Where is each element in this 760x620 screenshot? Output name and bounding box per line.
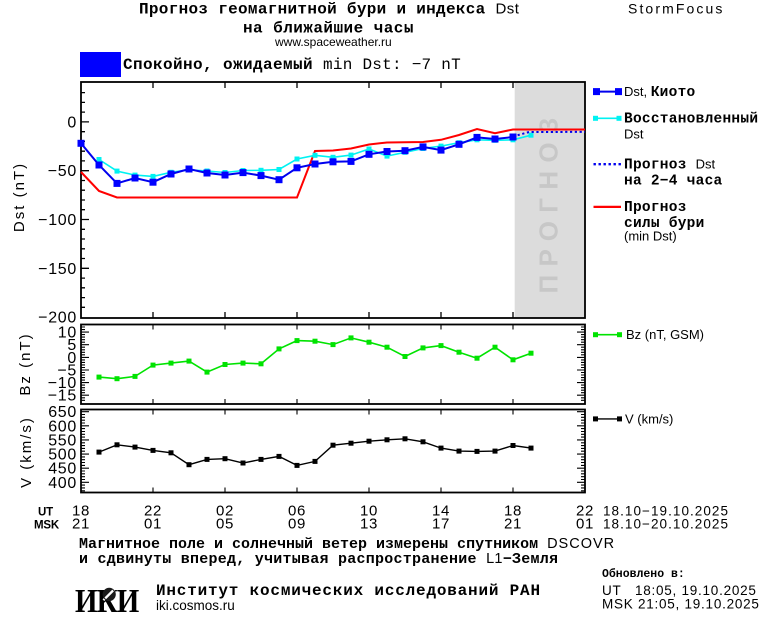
- svg-text:MSK: MSK: [34, 520, 60, 532]
- svg-text:Bz (nT, GSM): Bz (nT, GSM): [626, 327, 704, 342]
- svg-text:и сдвинуты вперед, учитывая ра: и сдвинуты вперед, учитывая распростране…: [79, 551, 558, 568]
- svg-text:14: 14: [432, 503, 450, 520]
- svg-text:ПРОГНОЗ: ПРОГНОЗ: [534, 109, 564, 293]
- svg-text:на 2−4 часа: на 2−4 часа: [624, 174, 723, 190]
- svg-text:−150: −150: [38, 261, 77, 278]
- svg-text:13: 13: [360, 516, 378, 533]
- svg-text:500: 500: [48, 447, 77, 464]
- svg-text:01: 01: [576, 516, 594, 533]
- svg-text:5: 5: [67, 337, 77, 354]
- svg-text:Обновлено в:: Обновлено в:: [602, 568, 685, 581]
- svg-text:Магнитное поле и солнечный вет: Магнитное поле и солнечный ветер измерен…: [79, 536, 615, 553]
- svg-text:18: 18: [504, 503, 522, 520]
- svg-text:02: 02: [216, 503, 234, 520]
- svg-text:V (km/s): V (km/s): [625, 411, 673, 426]
- svg-text:17: 17: [432, 516, 450, 533]
- svg-text:Dst: Dst: [624, 127, 644, 142]
- svg-text:10: 10: [360, 503, 378, 520]
- svg-text:−10: −10: [48, 375, 77, 392]
- svg-text:Прогноз: Прогноз: [624, 200, 687, 216]
- svg-text:Спокойно, ожидаемый min Dst: −: Спокойно, ожидаемый min Dst: −7 nT: [123, 56, 461, 74]
- svg-text:iki.cosmos.ru: iki.cosmos.ru: [156, 598, 235, 613]
- svg-text:силы бури: силы бури: [624, 216, 705, 232]
- svg-text:06: 06: [288, 503, 306, 520]
- svg-text:StormFocus: StormFocus: [628, 1, 724, 17]
- svg-text:550: 550: [48, 432, 77, 449]
- svg-text:01: 01: [144, 516, 162, 533]
- svg-text:450: 450: [48, 461, 77, 478]
- svg-text:UT: UT: [38, 507, 53, 519]
- svg-text:(min Dst): (min Dst): [624, 229, 677, 244]
- svg-text:−50: −50: [48, 163, 77, 180]
- svg-text:Восстановленный: Восстановленный: [624, 112, 758, 128]
- svg-text:21: 21: [72, 516, 90, 533]
- svg-text:22: 22: [144, 503, 162, 520]
- svg-text:21: 21: [504, 516, 522, 533]
- svg-text:на ближайшие часы: на ближайшие часы: [243, 20, 414, 38]
- svg-text:0: 0: [67, 350, 77, 367]
- svg-text:−100: −100: [38, 212, 77, 229]
- svg-text:09: 09: [288, 516, 306, 533]
- svg-text:05: 05: [216, 516, 234, 533]
- svg-text:Институт космических исследова: Институт космических исследований РАН: [156, 582, 541, 600]
- svg-text:www.spaceweather.ru: www.spaceweather.ru: [274, 35, 392, 49]
- svg-text:10: 10: [58, 325, 77, 342]
- svg-text:Dst, Киото: Dst, Киото: [624, 84, 696, 101]
- svg-text:18.10−19.10.2025: 18.10−19.10.2025: [603, 504, 729, 519]
- svg-text:600: 600: [48, 418, 77, 435]
- svg-text:MSK 21:05, 19.10.2025: MSK 21:05, 19.10.2025: [602, 597, 760, 612]
- svg-text:−15: −15: [48, 388, 77, 405]
- svg-text:Прогноз геомагнитной бури и ин: Прогноз геомагнитной бури и индекса Dst: [139, 1, 520, 19]
- svg-text:400: 400: [48, 475, 77, 492]
- svg-text:Прогноз Dst: Прогноз Dst: [624, 157, 716, 174]
- svg-text:18: 18: [72, 503, 90, 520]
- svg-text:UT 18:05, 19.10.2025: UT 18:05, 19.10.2025: [602, 583, 757, 598]
- svg-text:Bz (nT): Bz (nT): [17, 332, 34, 395]
- svg-text:22: 22: [576, 503, 594, 520]
- svg-text:−5: −5: [57, 362, 77, 379]
- svg-text:−200: −200: [38, 310, 77, 327]
- svg-text:650: 650: [48, 404, 77, 421]
- svg-text:Dst (nT): Dst (nT): [11, 162, 28, 232]
- svg-text:0: 0: [67, 114, 77, 131]
- svg-text:18.10−20.10.2025: 18.10−20.10.2025: [603, 517, 729, 532]
- svg-text:V (km/s): V (km/s): [18, 416, 35, 488]
